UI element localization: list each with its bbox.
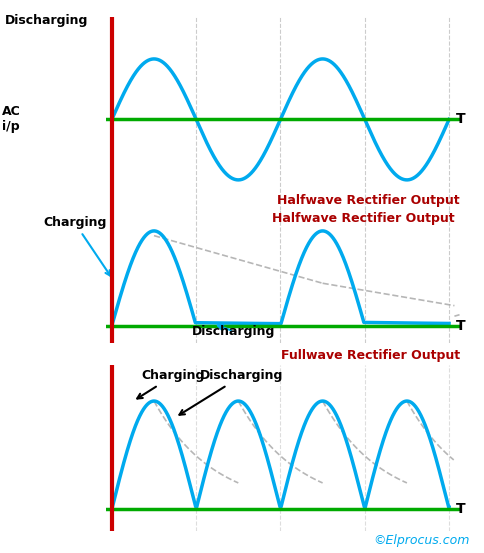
Text: T: T bbox=[456, 502, 466, 517]
Text: Charging: Charging bbox=[137, 369, 205, 399]
Text: Fullwave Rectifier Output: Fullwave Rectifier Output bbox=[281, 349, 460, 362]
Text: Halfwave Rectifier Output: Halfwave Rectifier Output bbox=[277, 194, 460, 207]
Text: Charging: Charging bbox=[43, 216, 110, 276]
Text: ©Elprocus.com: ©Elprocus.com bbox=[373, 534, 469, 547]
Text: AC
i/p: AC i/p bbox=[2, 105, 21, 133]
Text: T: T bbox=[456, 319, 466, 332]
Text: T: T bbox=[456, 112, 466, 127]
Text: Discharging: Discharging bbox=[192, 325, 275, 338]
Text: Discharging: Discharging bbox=[5, 14, 88, 27]
Text: Halfwave Rectifier Output: Halfwave Rectifier Output bbox=[272, 212, 454, 226]
Text: Discharging: Discharging bbox=[180, 369, 284, 415]
